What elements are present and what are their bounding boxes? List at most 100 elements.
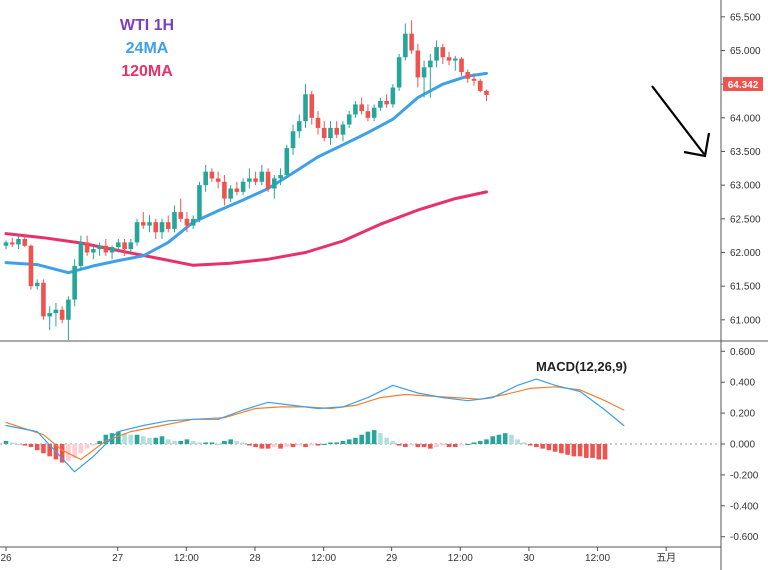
macd-histogram-bar: [253, 444, 258, 448]
ma24-line: [4, 71, 488, 275]
macd-histogram-bar: [228, 439, 233, 444]
ma24-line-layer: [4, 71, 488, 275]
macd-histogram-bar: [534, 444, 539, 448]
macd-label-bg: [533, 356, 649, 376]
candle-body: [28, 245, 34, 287]
macd-histogram-bar: [66, 444, 71, 461]
x-tick-label: 12:00: [174, 553, 199, 564]
macd-histogram-bar: [334, 442, 340, 444]
macd-histogram-bar: [396, 444, 402, 446]
macd-histogram-bar: [403, 444, 408, 448]
candle-body: [197, 185, 202, 219]
candle-body: [303, 94, 308, 122]
candle-body: [165, 222, 171, 229]
macd-histogram-bar: [134, 434, 140, 444]
candle-body: [215, 178, 221, 182]
candle-body: [334, 127, 340, 135]
macd-histogram-bar: [446, 444, 452, 448]
macd-histogram-bar: [22, 444, 28, 446]
macd-histogram-bar: [78, 444, 84, 454]
candle-body: [153, 222, 159, 233]
x-axis-labels: 26 27 12:00 28 12:00 29 12:00 30 12:00 五月: [0, 547, 676, 564]
candle-body: [190, 218, 196, 226]
macd-histogram-bar: [72, 444, 77, 458]
macd-histogram-bar: [465, 444, 471, 445]
macd-histogram-bar: [490, 436, 496, 444]
macd-histogram-bar: [328, 442, 333, 444]
candle-body: [41, 282, 46, 317]
ma120-line: [4, 190, 488, 267]
macd-tick-label: 0.200: [730, 409, 755, 420]
candle-body: [97, 245, 102, 250]
macd-histogram-bar: [290, 444, 296, 448]
macd-histogram-bar: [172, 440, 177, 444]
macd-histogram-bar: [340, 440, 346, 444]
x-tick-label: 28: [249, 553, 261, 564]
macd-histogram-bar: [602, 444, 608, 460]
macd-histogram-bar: [521, 442, 527, 444]
macd-histogram-bar: [178, 440, 184, 444]
candle-body: [22, 239, 28, 246]
candle-body: [234, 188, 240, 192]
candle-body: [290, 131, 296, 149]
candle-body: [116, 242, 121, 248]
legend-120ma: 120MA: [121, 63, 173, 80]
macd-histogram-bar: [321, 444, 327, 445]
macd-histogram-bar: [428, 444, 433, 449]
x-tick-label: 12:00: [448, 553, 473, 564]
candle-body: [346, 114, 352, 125]
macd-histogram-bar: [16, 444, 21, 445]
candle-body: [91, 249, 96, 253]
candle-body: [396, 57, 402, 88]
candle-body: [315, 117, 321, 128]
forecast-arrow: [651, 85, 711, 158]
macd-tick-label: 0.600: [730, 347, 755, 358]
macd-histogram-bar: [421, 444, 427, 448]
price-tick-label: 61.000: [730, 315, 761, 326]
macd-histogram-bar: [459, 444, 464, 446]
x-tick-label: 27: [112, 553, 124, 564]
macd-histogram-bar: [84, 444, 90, 449]
macd-signal-line: [5, 386, 625, 461]
macd-histogram-bar: [502, 433, 508, 444]
price-tick-label: 65.000: [730, 46, 761, 57]
macd-histogram-bar: [303, 444, 308, 448]
x-tick-label: 五月: [656, 552, 676, 564]
candle-body: [228, 188, 233, 199]
macd-histogram-bar: [47, 444, 52, 457]
candle-body: [84, 242, 90, 253]
candle-body: [78, 242, 84, 266]
macd-histogram-bar: [296, 444, 302, 446]
macd-histogram-bar: [197, 442, 202, 444]
macd-tick-label: 0.000: [730, 440, 755, 451]
macd-histogram-bar: [222, 440, 227, 444]
macd-histogram-bar: [34, 444, 40, 451]
macd-histogram-bar: [409, 444, 414, 446]
macd-histogram-bar: [509, 434, 514, 444]
candle-body: [159, 222, 165, 233]
macd-histogram-bar: [565, 444, 570, 455]
candle-body: [296, 121, 302, 132]
macd-histogram-bar: [471, 442, 477, 444]
macd-histogram-bar: [596, 444, 602, 460]
macd-histogram-bar: [584, 444, 589, 458]
macd-histogram-bar: [165, 439, 171, 444]
candle-body: [321, 127, 327, 139]
macd-histogram-bar: [309, 444, 315, 446]
macd-tick-label: -0.400: [730, 501, 759, 512]
candle-body: [278, 175, 283, 179]
candle-body: [184, 218, 190, 226]
candle-body: [471, 78, 477, 81]
macd-line: [5, 378, 625, 473]
macd-histogram-bar: [346, 439, 352, 444]
macd-histogram-bar: [353, 437, 358, 444]
candle-body: [109, 247, 115, 253]
candle-body: [122, 242, 127, 250]
candle-body: [428, 60, 433, 68]
candle-body: [34, 282, 40, 287]
macd-histogram-bar: [559, 444, 564, 454]
macd-histogram-bar: [371, 430, 377, 444]
macd-histogram-bar: [484, 439, 489, 444]
macd-lines-layer: [5, 378, 625, 473]
